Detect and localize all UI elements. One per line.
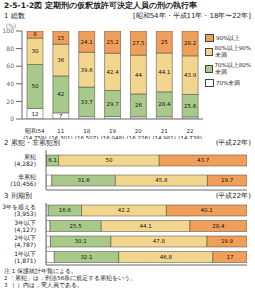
svg-text:15: 15 <box>57 35 64 41</box>
svg-text:32.1: 32.1 <box>80 254 92 260</box>
svg-text:12: 12 <box>32 111 39 117</box>
svg-text:25: 25 <box>161 39 168 45</box>
svg-text:80: 80 <box>8 45 14 52</box>
svg-text:28.4: 28.4 <box>212 223 225 229</box>
html-text:2-5-1-2図 定期刑の仮釈放許可決定人員の刑の執行率: 2-5-1-2図 定期刑の仮釈放許可決定人員の刑の執行率 <box>4 1 197 10</box>
html-text:70%未満: 70%未満 <box>216 79 241 86</box>
html-text:(平成22年): (平成22年) <box>215 139 251 147</box>
svg-text:45.8: 45.8 <box>155 177 168 183</box>
svg-text:39.6: 39.6 <box>81 67 94 73</box>
svg-text:25.5: 25.5 <box>70 223 83 229</box>
svg-text:40: 40 <box>8 80 14 87</box>
svg-text:(%): (%) <box>8 22 16 29</box>
svg-text:36: 36 <box>57 57 64 63</box>
svg-text:3年を超える(3,953): 3年を超える(3,953) <box>8 203 36 217</box>
svg-text:26: 26 <box>135 102 142 108</box>
svg-text:19.7: 19.7 <box>221 177 234 183</box>
svg-text:44.1: 44.1 <box>139 223 151 229</box>
svg-text:24.1: 24.1 <box>81 39 93 45</box>
html-text:3 （ ）内は，実人員である。: 3 （ ）内は，実人員である。 <box>4 282 83 288</box>
html-text:70%以上80%未満: 70%以上80%未満 <box>214 62 251 75</box>
svg-text:50: 50 <box>105 157 112 163</box>
svg-text:7: 7 <box>59 113 63 119</box>
svg-text:42: 42 <box>57 91 64 97</box>
svg-text:28.2: 28.2 <box>184 40 196 46</box>
html-text:3 刑期別: 3 刑期別 <box>4 192 32 200</box>
svg-text:25.2: 25.2 <box>106 39 118 45</box>
svg-text:11(16,301): 11(16,301) <box>49 128 73 139</box>
svg-text:33.7: 33.7 <box>81 99 94 105</box>
svg-text:18(16,507): 18(16,507) <box>75 128 99 139</box>
svg-text:昭和54(14,758): 昭和54(14,758) <box>23 128 47 139</box>
svg-text:31.6: 31.6 <box>77 177 90 183</box>
svg-text:44: 44 <box>135 72 142 78</box>
html-text:90%以上: 90%以上 <box>216 34 241 41</box>
svg-text:42.2: 42.2 <box>118 207 130 213</box>
svg-text:1年以下(1,871): 1年以下(1,871) <box>14 250 36 264</box>
html-text:[昭和54年・平成11年・18年〜22年]: [昭和54年・平成11年・18年〜22年] <box>132 12 251 20</box>
svg-text:6.1: 6.1 <box>48 157 57 163</box>
svg-text:29.7: 29.7 <box>106 101 119 107</box>
svg-text:30.1: 30.1 <box>75 238 87 244</box>
svg-text:46.8: 46.8 <box>160 254 173 260</box>
svg-text:60: 60 <box>8 62 14 69</box>
html-text:2 累犯・非累犯別: 2 累犯・非累犯別 <box>4 139 60 147</box>
svg-text:2年以下(4,787): 2年以下(4,787) <box>14 234 36 248</box>
html-text:注 1 保護統計年報による。: 注 1 保護統計年報による。 <box>4 268 77 274</box>
svg-text:16.6: 16.6 <box>59 207 72 213</box>
svg-text:50: 50 <box>32 83 39 89</box>
svg-text:19.9: 19.9 <box>221 238 234 244</box>
svg-text:20: 20 <box>8 98 14 105</box>
html-text:2 「累犯」は，刑法56条に規定する累犯をいう。: 2 「累犯」は，刑法56条に規定する累犯をいう。 <box>4 275 137 281</box>
svg-text:43.7: 43.7 <box>197 157 210 163</box>
svg-text:30: 30 <box>32 48 39 54</box>
svg-text:28.4: 28.4 <box>158 101 171 107</box>
svg-text:43.9: 43.9 <box>184 72 197 78</box>
svg-text:44.1: 44.1 <box>158 69 170 75</box>
html-text:(平成22年): (平成22年) <box>215 192 251 200</box>
html-text:1 総数: 1 総数 <box>4 12 25 20</box>
svg-text:非累犯(10,456): 非累犯(10,456) <box>10 173 36 187</box>
svg-text:8: 8 <box>33 31 37 37</box>
svg-text:42.4: 42.4 <box>106 69 119 75</box>
svg-text:40.1: 40.1 <box>201 207 213 213</box>
svg-text:22(14,738): 22(14,738) <box>178 128 202 139</box>
svg-text:17: 17 <box>226 254 233 260</box>
svg-text:27.5: 27.5 <box>132 40 145 46</box>
svg-text:47.8: 47.8 <box>153 238 166 244</box>
svg-text:3年以下(4,127): 3年以下(4,127) <box>14 219 36 233</box>
svg-text:25.6: 25.6 <box>184 103 197 109</box>
svg-text:0: 0 <box>10 115 14 122</box>
svg-text:21(14,981): 21(14,981) <box>152 128 176 139</box>
svg-text:19(16,048): 19(16,048) <box>101 128 125 139</box>
svg-text:20(16,226): 20(16,226) <box>127 128 151 139</box>
svg-text:累犯(4,282): 累犯(4,282) <box>14 153 36 167</box>
html-text:80%以上90%未満: 80%以上90%未満 <box>214 45 251 58</box>
